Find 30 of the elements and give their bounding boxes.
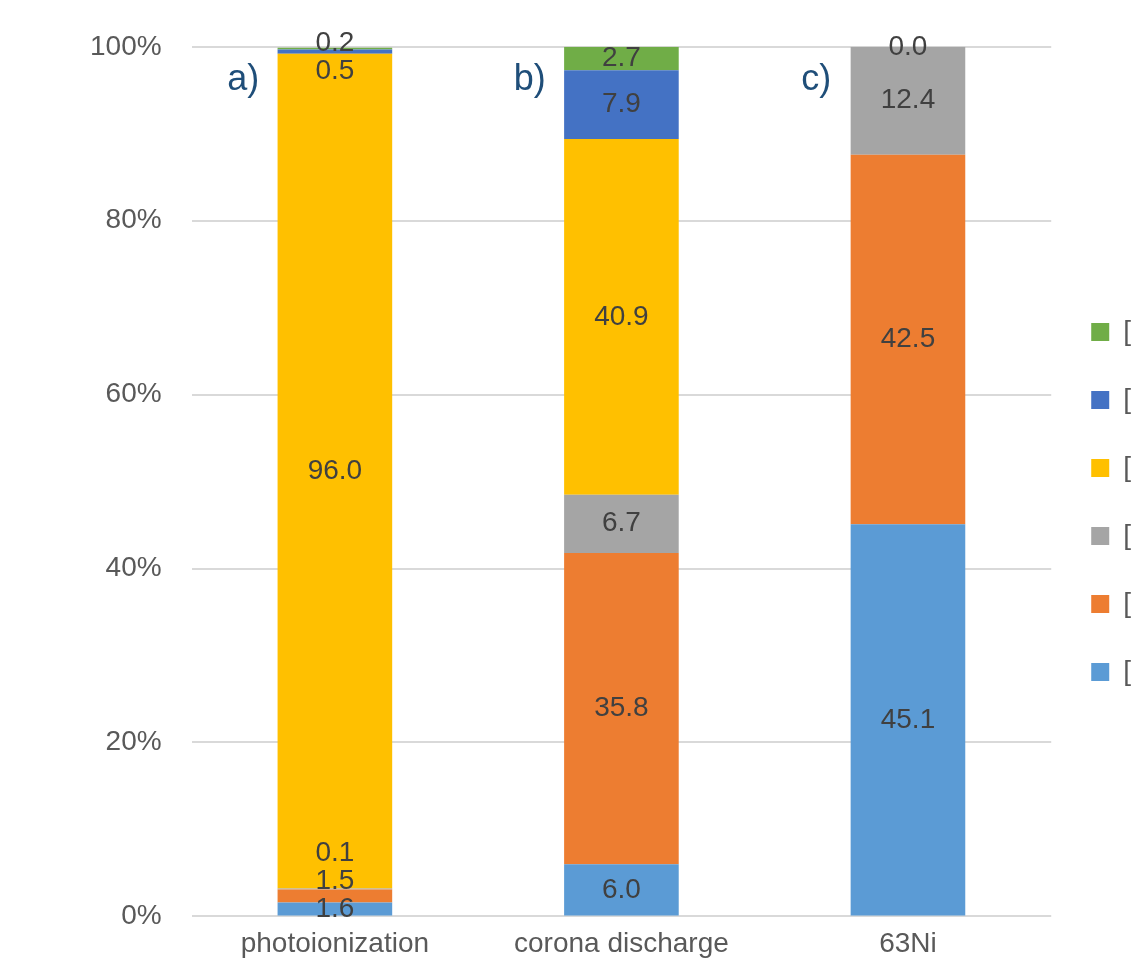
data-label: 6.7 [601, 506, 641, 538]
data-label: 45.1 [880, 702, 936, 734]
data-label: 0.0 [888, 29, 928, 61]
x-tick-label: corona discharge [514, 926, 729, 958]
data-label: 12.4 [880, 83, 936, 115]
data-label: 42.5 [880, 322, 936, 354]
y-tick-label: 40% [105, 551, 162, 583]
legend-label: [ [1123, 450, 1132, 482]
data-label: 7.9 [601, 87, 641, 119]
legend-label: [ [1123, 518, 1132, 550]
data-label: 35.8 [594, 691, 649, 723]
x-tick-label: photoionization [240, 926, 430, 958]
legend-label: [ [1123, 586, 1132, 618]
annotation: c) [801, 56, 832, 98]
x-tick-label: 63Ni [879, 926, 937, 958]
data-label: 2.7 [601, 41, 641, 73]
data-label: 6.0 [601, 872, 641, 904]
annotation: a) [227, 56, 260, 98]
y-tick-label: 0% [121, 899, 162, 931]
legend-label: [ [1123, 314, 1132, 346]
data-label: 96.0 [307, 453, 363, 485]
data-label: 40.9 [594, 299, 649, 331]
y-tick-label: 80% [105, 203, 162, 235]
y-tick-label: 60% [105, 377, 162, 409]
legend-label: [ [1123, 382, 1132, 414]
y-tick-label: 100% [89, 29, 162, 61]
annotation: b) [513, 56, 546, 98]
legend-label: [ [1123, 654, 1132, 686]
y-tick-label: 20% [105, 725, 162, 757]
data-label: 0.5 [315, 53, 355, 85]
